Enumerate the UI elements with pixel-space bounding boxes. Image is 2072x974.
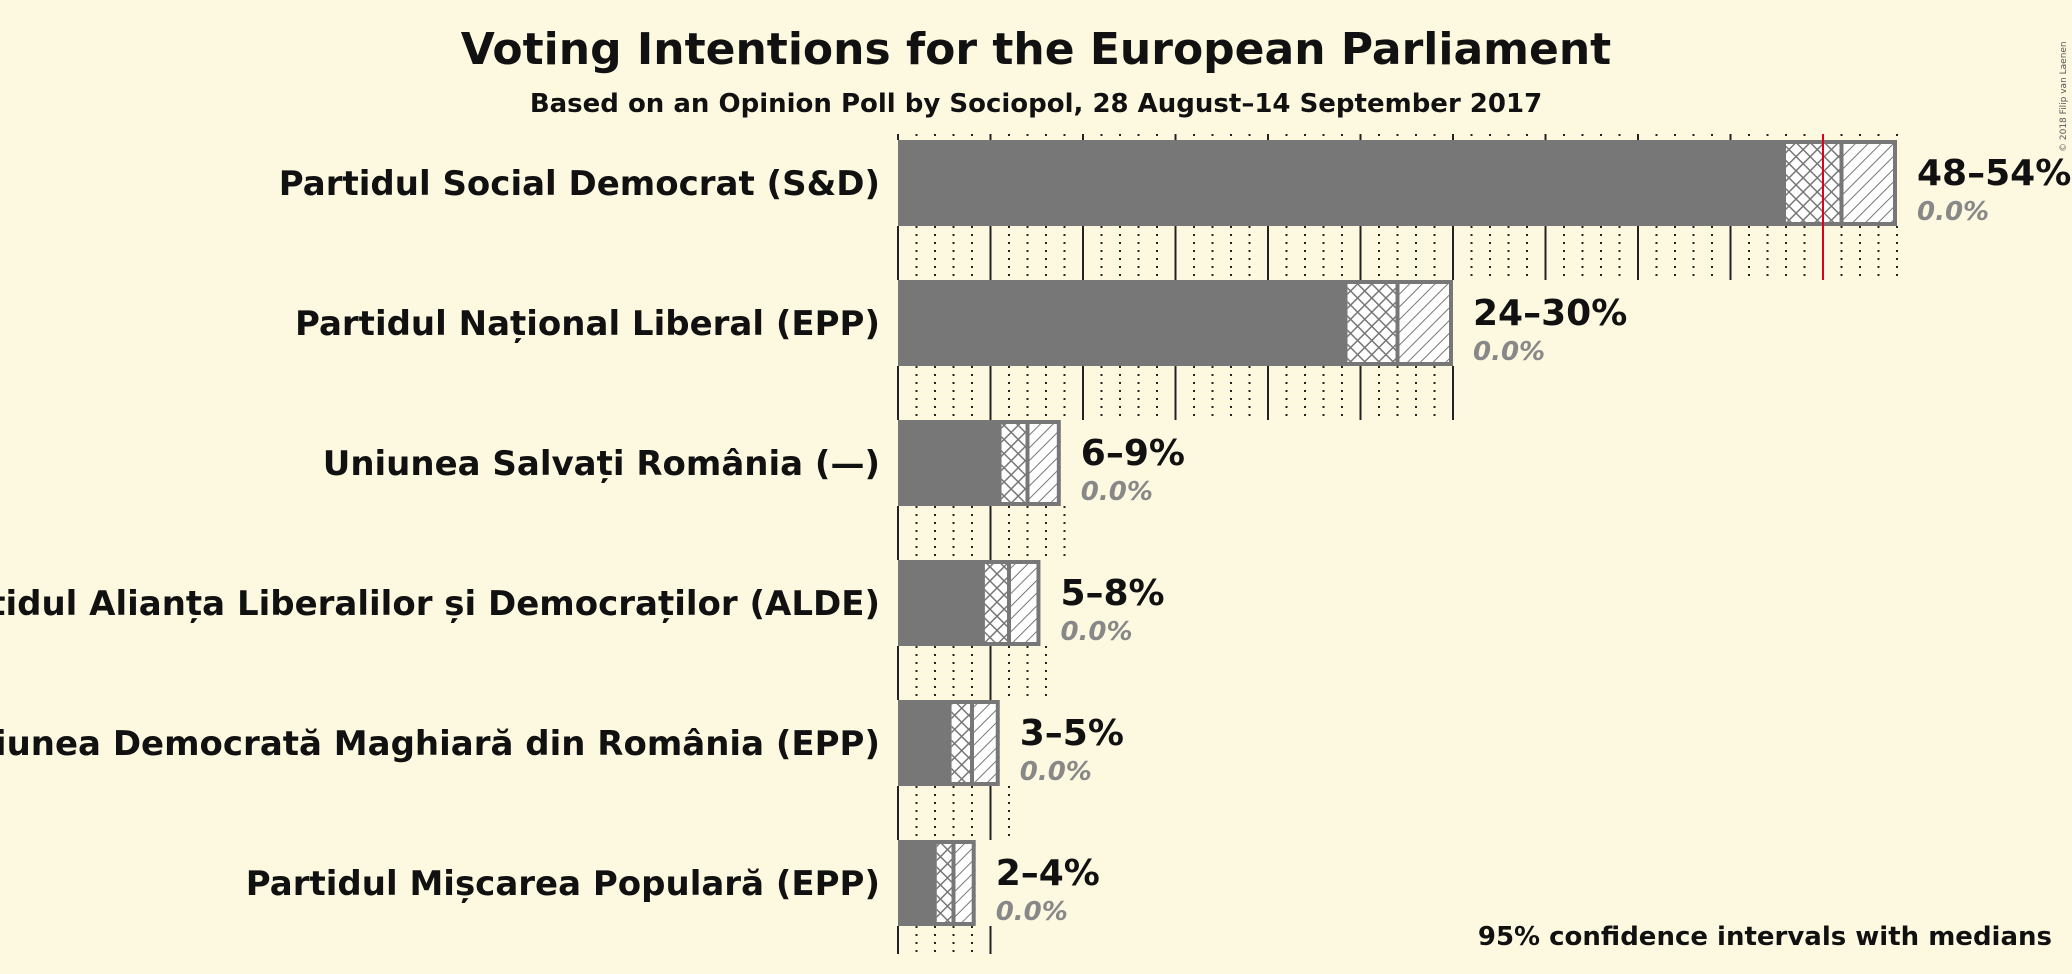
gridlines — [897, 134, 1898, 954]
range-label: 3–5% — [1020, 713, 1124, 754]
bar-solid — [898, 840, 937, 926]
range-label: 2–4% — [996, 853, 1100, 894]
bar-ci-upper — [1841, 142, 1897, 224]
bar-ci-lower — [984, 562, 1009, 644]
party-label: Uniunea Democrată Maghiară din România (… — [0, 724, 880, 764]
confidence-note: 95% confidence intervals with medians — [1478, 922, 2052, 952]
bar-outline — [898, 840, 976, 926]
party-label: Partidul Alianța Liberalilor și Democraț… — [0, 584, 880, 624]
last-result-label: 0.0% — [1020, 757, 1092, 787]
bar-ci-upper — [972, 702, 1000, 784]
last-result-label: 0.0% — [1473, 337, 1545, 367]
bar-ci-lower — [1001, 422, 1028, 504]
bar-solid — [898, 560, 985, 646]
bar-ci-upper — [1397, 282, 1453, 364]
last-result-label: 0.0% — [1917, 197, 1989, 227]
range-label: 24–30% — [1473, 293, 1627, 334]
bar-ci-lower — [951, 702, 972, 784]
party-label: Uniunea Salvați România (—) — [323, 444, 880, 484]
bar-solid — [898, 140, 1786, 226]
bar-solid — [898, 700, 952, 786]
bar-outline — [898, 560, 1041, 646]
bar-ci-lower — [1786, 142, 1842, 224]
labels: Partidul Social Democrat (S&D) 48–54%0.0%… — [0, 153, 2071, 927]
party-label: Partidul Social Democrat (S&D) — [279, 164, 880, 204]
bar-solid — [898, 280, 1348, 366]
last-result-label: 0.0% — [996, 897, 1068, 927]
chart-title: Voting Intentions for the European Parli… — [461, 24, 1611, 75]
bar-outline — [898, 420, 1061, 506]
last-result-label: 0.0% — [1081, 477, 1153, 507]
bar-solid — [898, 420, 1002, 506]
range-label: 6–9% — [1081, 433, 1185, 474]
chart-subtitle: Based on an Opinion Poll by Sociopol, 28… — [530, 89, 1542, 119]
range-label: 5–8% — [1060, 573, 1164, 614]
party-label: Partidul Național Liberal (EPP) — [295, 304, 880, 344]
bars — [898, 134, 1897, 926]
bar-ci-upper — [1009, 562, 1041, 644]
last-result-label: 0.0% — [1060, 617, 1132, 647]
range-label: 48–54% — [1917, 153, 2071, 194]
bar-ci-upper — [953, 842, 976, 924]
bar-outline — [898, 700, 1000, 786]
bar-ci-upper — [1027, 422, 1061, 504]
bar-outline — [898, 280, 1453, 366]
bar-ci-lower — [936, 842, 954, 924]
copyright-text: © 2018 Filip van Laenen — [2059, 41, 2069, 152]
bar-outline — [898, 140, 1897, 226]
party-label: Partidul Mișcarea Populară (EPP) — [246, 864, 880, 904]
bar-ci-lower — [1347, 282, 1398, 364]
